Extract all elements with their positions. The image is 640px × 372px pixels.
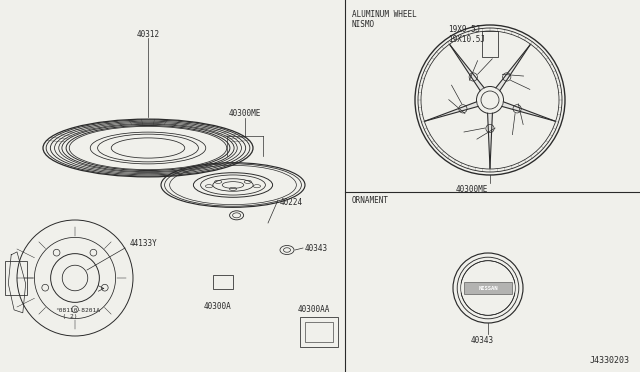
Polygon shape: [496, 45, 530, 91]
Text: 40224: 40224: [280, 198, 303, 207]
Polygon shape: [425, 102, 478, 121]
Text: 40300ME: 40300ME: [456, 185, 488, 194]
Text: 19X10.5J: 19X10.5J: [448, 35, 485, 44]
Bar: [300, 317, 338, 347]
Text: 40343: 40343: [470, 336, 493, 345]
Text: 44133Y: 44133Y: [130, 239, 157, 248]
Bar: [5, 261, 27, 295]
Polygon shape: [488, 113, 492, 168]
Polygon shape: [450, 45, 484, 91]
Text: 40300A: 40300A: [204, 302, 232, 311]
Text: NISMO: NISMO: [352, 20, 375, 29]
Bar: [464, 282, 512, 294]
Polygon shape: [502, 102, 555, 121]
Text: NISSAN: NISSAN: [478, 285, 498, 291]
Bar: [305, 322, 333, 342]
Text: J4330203: J4330203: [590, 356, 630, 365]
Text: ORNAMENT: ORNAMENT: [352, 196, 389, 205]
Text: 19X9.5J: 19X9.5J: [448, 25, 481, 34]
Text: ALUMINUM WHEEL: ALUMINUM WHEEL: [352, 10, 417, 19]
Bar: [213, 275, 233, 289]
Text: 40312: 40312: [136, 30, 159, 39]
Bar: [482, 31, 499, 57]
Text: 40300AA: 40300AA: [298, 305, 330, 314]
Text: °08110-8201A
  ( 2): °08110-8201A ( 2): [55, 308, 100, 319]
Text: 40300ME: 40300ME: [229, 109, 261, 118]
Text: 40343: 40343: [305, 244, 328, 253]
